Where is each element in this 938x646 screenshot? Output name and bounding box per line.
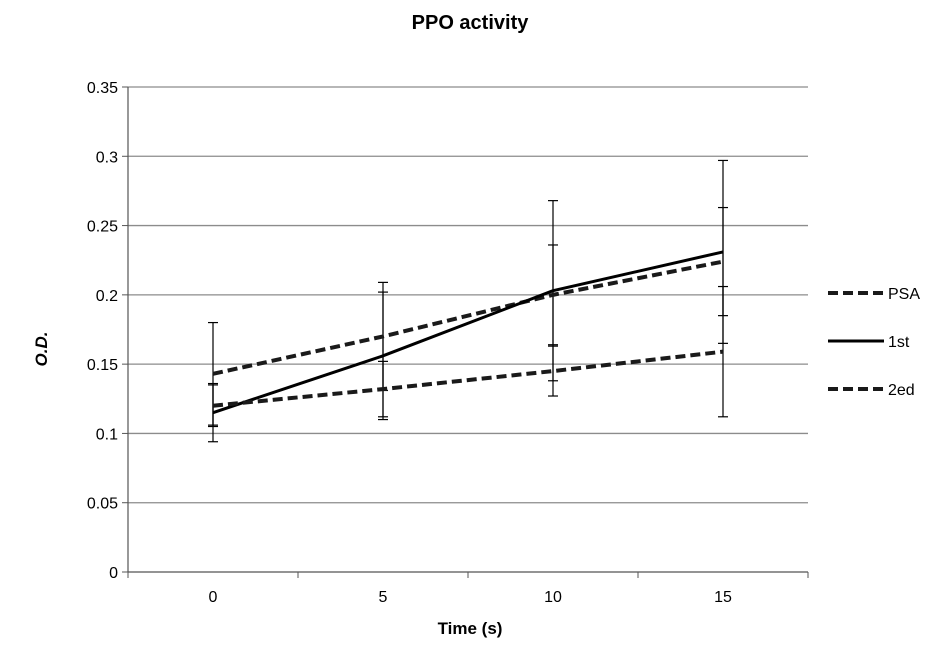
error-bar bbox=[548, 345, 558, 397]
x-tick-label: 0 bbox=[209, 589, 218, 606]
y-axis-title: O.D. bbox=[32, 332, 51, 367]
x-tick-labels: 0 5 10 15 bbox=[209, 589, 732, 606]
y-tick-label: 0.35 bbox=[87, 80, 118, 97]
y-tick-labels: 0 0.05 0.1 0.15 0.2 0.25 0.3 0.35 bbox=[87, 80, 118, 582]
legend-item: 1st bbox=[828, 334, 910, 351]
y-tick-label: 0.1 bbox=[96, 426, 118, 443]
x-tick-label: 5 bbox=[379, 589, 388, 606]
legend-label: PSA bbox=[888, 286, 920, 303]
chart-title: PPO activity bbox=[412, 12, 530, 34]
legend: PSA 1st 2ed bbox=[828, 286, 920, 399]
y-tick-label: 0.15 bbox=[87, 357, 118, 374]
series-lines bbox=[212, 250, 724, 415]
x-tick-label: 15 bbox=[714, 589, 732, 606]
legend-label: 1st bbox=[888, 334, 910, 351]
x-axis-title: Time (s) bbox=[438, 619, 503, 638]
y-tick-label: 0.25 bbox=[87, 219, 118, 236]
gridlines bbox=[128, 86, 808, 504]
y-tick-label: 0.05 bbox=[87, 496, 118, 513]
y-tick-label: 0.3 bbox=[96, 149, 118, 166]
series-line-2ed bbox=[212, 349, 724, 408]
axes bbox=[122, 86, 809, 578]
x-tick-label: 10 bbox=[544, 589, 562, 606]
legend-label: 2ed bbox=[888, 382, 915, 399]
y-tick-label: 0 bbox=[109, 565, 118, 582]
legend-item: PSA bbox=[828, 286, 920, 303]
error-bars bbox=[208, 159, 728, 443]
y-tick-label: 0.2 bbox=[96, 288, 118, 305]
series-line-1st bbox=[212, 250, 724, 415]
legend-item: 2ed bbox=[828, 382, 915, 399]
series-line-psa bbox=[212, 259, 724, 376]
